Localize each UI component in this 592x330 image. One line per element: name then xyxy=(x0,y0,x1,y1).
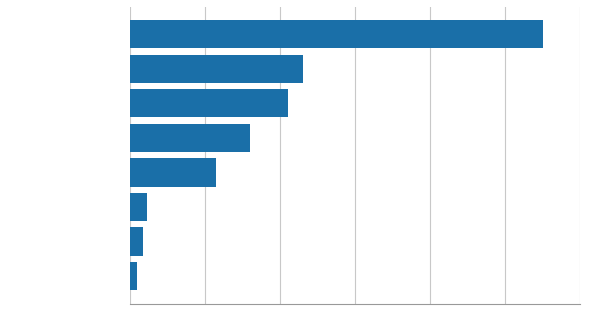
Bar xyxy=(130,124,250,152)
Bar xyxy=(130,55,303,83)
Bar xyxy=(130,89,288,117)
Bar xyxy=(130,158,217,186)
Bar xyxy=(130,262,137,290)
Bar xyxy=(130,20,543,49)
Bar xyxy=(130,227,143,255)
Bar xyxy=(130,193,147,221)
